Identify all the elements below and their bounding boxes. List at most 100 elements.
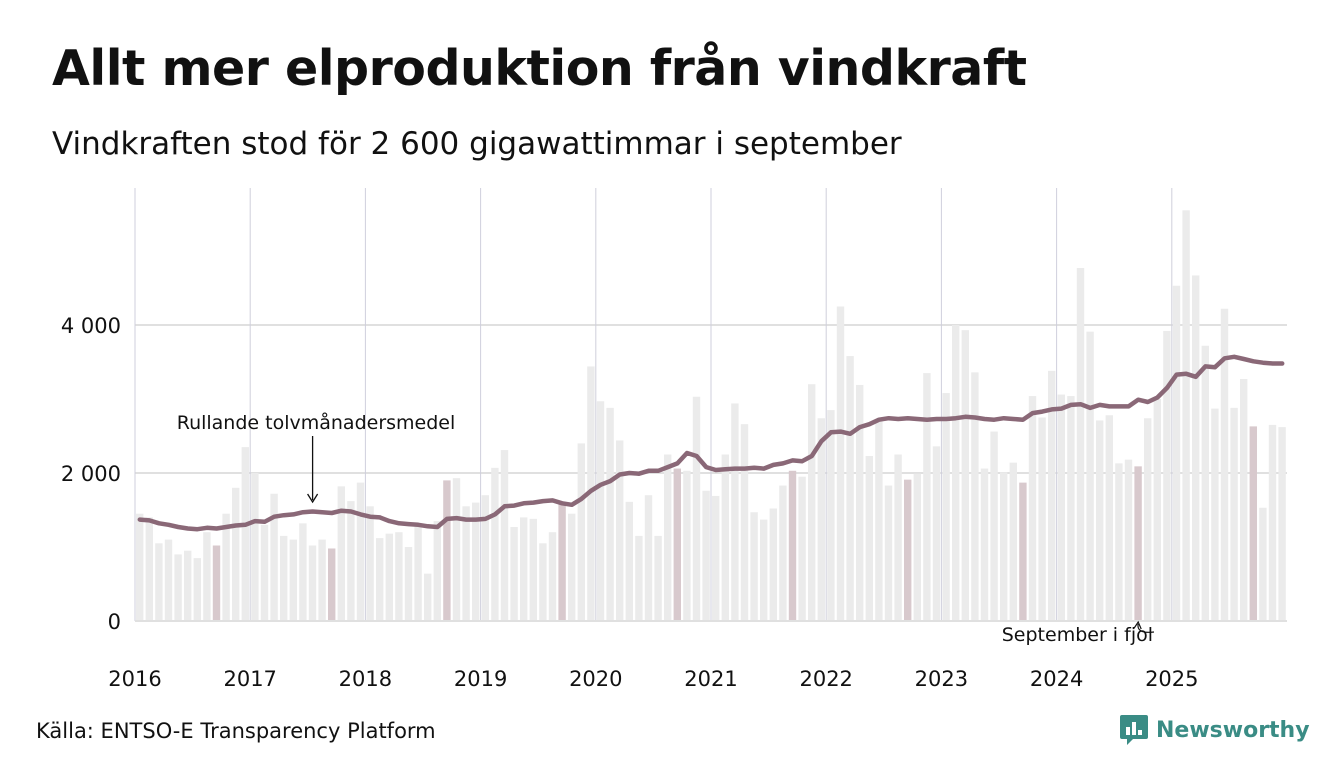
bar	[1240, 379, 1248, 621]
bar	[174, 554, 182, 621]
bar	[452, 478, 461, 621]
bar	[203, 532, 211, 621]
bar	[692, 396, 701, 621]
bar	[539, 543, 547, 621]
bar	[702, 490, 710, 621]
bar	[846, 356, 854, 621]
bar	[616, 440, 624, 621]
bar	[798, 476, 806, 621]
brand-name: Newsworthy	[1156, 717, 1310, 743]
bar	[1134, 466, 1142, 621]
bar	[750, 512, 758, 621]
bar	[961, 330, 969, 621]
bar	[673, 468, 681, 621]
bar	[443, 480, 451, 621]
bar	[596, 401, 605, 621]
bar	[1115, 463, 1123, 621]
bar	[308, 545, 317, 621]
x-tick-label: 2016	[108, 667, 161, 691]
bar	[164, 539, 173, 621]
bar	[568, 513, 576, 621]
annotation-arrowhead-september	[1133, 620, 1142, 630]
bar	[520, 517, 528, 621]
chart-subtitle: Vindkraften stod för 2 600 gigawattimmar…	[52, 126, 902, 162]
bar	[299, 523, 307, 621]
annotation-arrowhead	[307, 493, 319, 504]
bar	[1038, 417, 1046, 621]
bar	[385, 533, 393, 621]
bar	[193, 558, 201, 621]
annotation-arrow-september	[1137, 623, 1155, 633]
bar	[875, 419, 883, 621]
bar	[136, 513, 144, 621]
bar	[1182, 210, 1190, 622]
brand-logo[interactable]: Newsworthy	[1119, 713, 1310, 747]
bar	[376, 538, 384, 621]
bar	[472, 502, 480, 621]
bar	[894, 454, 902, 621]
bar	[251, 473, 259, 621]
bar	[424, 573, 432, 621]
bar	[904, 479, 912, 621]
bar	[683, 470, 691, 621]
bar	[529, 518, 537, 621]
bar	[404, 547, 413, 621]
bar	[971, 372, 979, 621]
bar	[1201, 345, 1209, 621]
bar	[1192, 275, 1200, 621]
bar	[731, 403, 739, 621]
bar	[462, 506, 470, 621]
bar	[980, 468, 989, 621]
bar	[721, 454, 729, 621]
bar	[1211, 408, 1219, 621]
bar	[347, 501, 355, 621]
bar	[1163, 330, 1171, 621]
bar	[500, 450, 509, 621]
annotation-rolling-mean: Rullande tolvmånadersmedel	[177, 411, 456, 434]
bar	[145, 517, 153, 621]
bar	[635, 535, 643, 621]
wind-power-chart: 0 2 000 4 000 2016 2017 2018 2019 2020 2021 2022 2…	[61, 188, 1287, 691]
bar	[712, 495, 720, 621]
bar	[625, 501, 633, 621]
y-tick-label: 2 000	[61, 462, 121, 486]
bar	[884, 485, 893, 621]
bar	[1000, 472, 1008, 621]
bar	[760, 519, 768, 621]
bar	[481, 495, 489, 621]
bar	[1268, 424, 1277, 621]
bar	[395, 532, 403, 621]
bar	[1028, 396, 1037, 621]
x-tick-label: 2021	[684, 667, 737, 691]
bar	[827, 410, 835, 621]
bar	[155, 543, 163, 621]
bar	[1124, 459, 1133, 621]
bar	[1019, 482, 1027, 621]
rolling-mean-line	[137, 354, 1285, 532]
bar	[952, 325, 960, 621]
bar	[289, 539, 297, 621]
bar	[241, 447, 249, 621]
bar	[932, 446, 941, 621]
bar	[232, 487, 240, 621]
chart-title: Allt mer elproduktion från vindkraft	[52, 40, 1027, 97]
bar	[491, 467, 499, 621]
y-tick-label: 4 000	[61, 314, 121, 338]
bar	[740, 424, 749, 621]
bar	[1230, 407, 1238, 621]
x-tick-label: 2025	[1145, 667, 1198, 691]
bar	[318, 539, 326, 621]
bar	[548, 532, 557, 621]
bar	[270, 493, 278, 621]
bar	[664, 454, 672, 621]
source-note: Källa: ENTSO-E Transparency Platform	[36, 719, 436, 743]
bar	[1009, 462, 1017, 621]
x-tick-label: 2020	[569, 667, 622, 691]
newsworthy-chart-icon	[1120, 715, 1148, 745]
bar	[1105, 415, 1113, 621]
bar	[280, 535, 288, 621]
bar	[817, 418, 825, 621]
bar	[856, 384, 864, 621]
bar	[990, 431, 998, 621]
bar	[606, 407, 614, 621]
